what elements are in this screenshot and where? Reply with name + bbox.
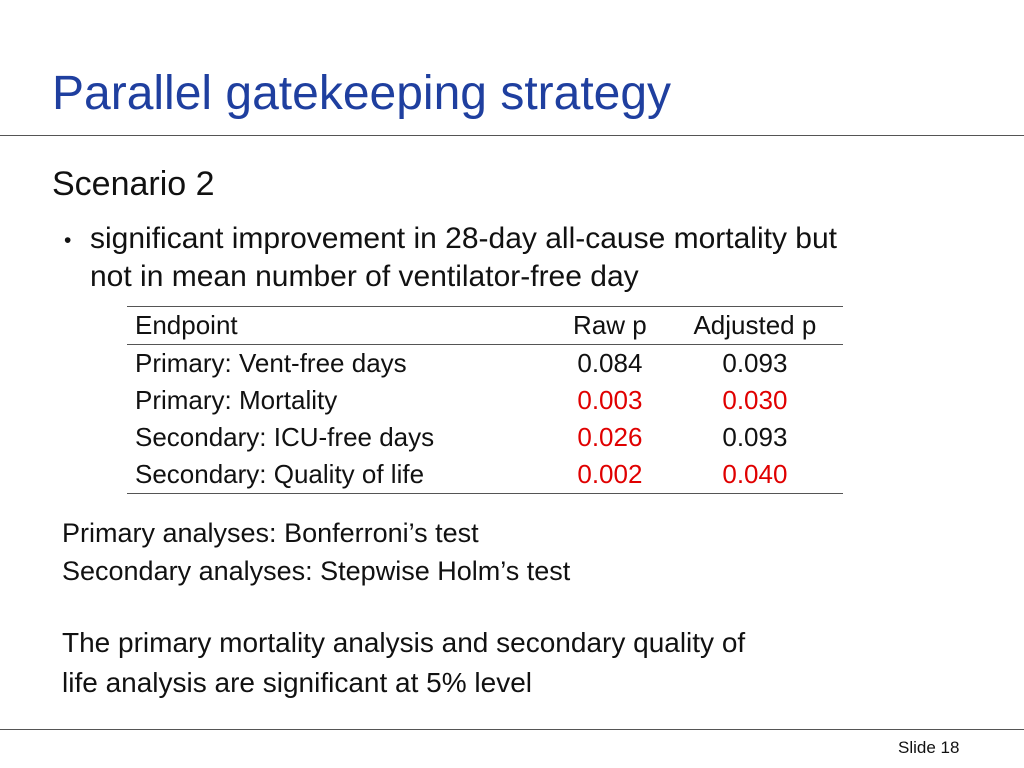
adjusted-p-cell: 0.093	[722, 348, 788, 378]
endpoint-cell: Secondary: Quality of life	[127, 456, 553, 494]
methods-text: Primary analyses: Bonferroni’s test Seco…	[62, 514, 570, 590]
slide-number: Slide 18	[898, 738, 960, 757]
table-row: Primary: Mortality 0.003 0.030	[127, 382, 843, 419]
title-divider	[0, 135, 1024, 136]
bullet-text: significant improvement in 28-day all-ca…	[90, 220, 960, 296]
endpoint-cell: Primary: Vent-free days	[135, 348, 407, 378]
conclusion-line: The primary mortality analysis and secon…	[62, 627, 746, 658]
adjusted-p-cell: 0.040	[666, 456, 843, 494]
table-row: Secondary: Quality of life 0.002 0.040	[127, 456, 843, 494]
raw-p-cell: 0.003	[577, 385, 643, 415]
table-row: Primary: Vent-free days 0.084 0.093	[127, 345, 843, 383]
raw-p-cell: 0.026	[577, 422, 643, 452]
conclusion-text: The primary mortality analysis and secon…	[62, 623, 942, 703]
p-value-table: Endpoint Raw p Adjusted p Primary: Vent-…	[127, 306, 843, 494]
table-row: Secondary: ICU-free days 0.026 0.093	[127, 419, 843, 456]
header-endpoint: Endpoint	[127, 306, 553, 345]
header-adjusted-p: Adjusted p	[666, 306, 843, 345]
methods-line: Primary analyses: Bonferroni’s test	[62, 518, 479, 548]
scenario-heading: Scenario 2	[52, 165, 215, 203]
adjusted-p-cell: 0.030	[722, 385, 788, 415]
bullet-line: significant improvement in 28-day all-ca…	[90, 222, 837, 255]
methods-line: Secondary analyses: Stepwise Holm’s test	[62, 556, 571, 586]
footer-divider	[0, 729, 1024, 730]
endpoint-cell: Secondary: ICU-free days	[135, 422, 435, 452]
conclusion-line: life analysis are significant at 5% leve…	[62, 667, 533, 698]
bullet-marker: •	[64, 229, 72, 252]
raw-p-cell: 0.084	[577, 348, 643, 378]
header-raw-p: Raw p	[553, 306, 667, 345]
endpoint-cell: Primary: Mortality	[135, 385, 338, 415]
raw-p-cell: 0.002	[553, 456, 667, 494]
adjusted-p-cell: 0.093	[722, 422, 788, 452]
bullet-line: not in mean number of ventilator-free da…	[90, 260, 639, 293]
table-header-row: Endpoint Raw p Adjusted p	[127, 306, 843, 345]
slide-title: Parallel gatekeeping strategy	[52, 67, 672, 120]
